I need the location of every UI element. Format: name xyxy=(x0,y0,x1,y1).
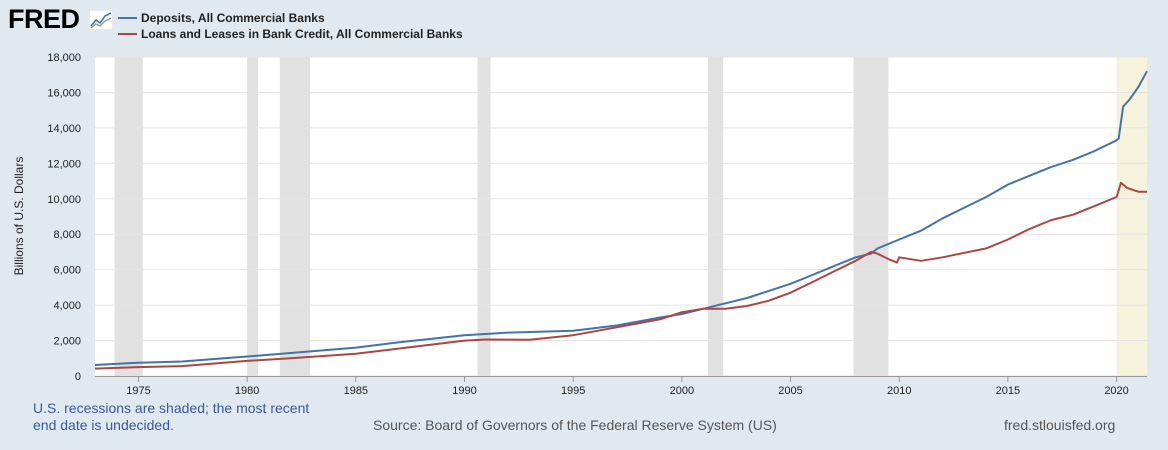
legend-swatch-loans xyxy=(118,32,137,35)
source-url-link[interactable]: fred.stlouisfed.org xyxy=(1004,417,1116,433)
y-tick-label-1: 2,000 xyxy=(53,336,81,348)
x-tick-label-0: 1975 xyxy=(126,385,150,397)
y-tick-label-4: 8,000 xyxy=(53,229,81,241)
plot-background xyxy=(95,57,1147,376)
recession-band-3 xyxy=(477,57,491,376)
recession-band-0 xyxy=(114,57,143,376)
series-line-deposits xyxy=(94,70,1148,366)
series-line-loans xyxy=(94,181,1147,370)
y-tick-label-5: 10,000 xyxy=(47,194,81,206)
y-tick-label-8: 16,000 xyxy=(47,87,81,99)
legend-item-loans[interactable]: Loans and Leases in Bank Credit, All Com… xyxy=(118,27,463,41)
y-tick-label-0: 0 xyxy=(75,371,81,383)
recession-shading xyxy=(114,57,1147,376)
chart-header: FRED Deposits, All Commercial Banks Loan… xyxy=(0,0,1168,50)
x-tick-label-3: 1990 xyxy=(452,385,476,397)
y-tick-label-7: 14,000 xyxy=(47,123,81,135)
x-tick-label-6: 2005 xyxy=(778,385,802,397)
y-axis-title: Billions of U.S. Dollars xyxy=(12,157,26,276)
x-tick-label-9: 2020 xyxy=(1104,385,1128,397)
x-tick-label-4: 1995 xyxy=(561,385,585,397)
recession-band-1 xyxy=(247,57,259,376)
recession-band-undecided xyxy=(1116,57,1147,376)
x-tick-label-8: 2015 xyxy=(996,385,1020,397)
recession-note: U.S. recessions are shaded; the most rec… xyxy=(33,400,310,433)
fred-logo[interactable]: FRED xyxy=(8,4,80,34)
x-tick-label-7: 2010 xyxy=(887,385,911,397)
recession-band-5 xyxy=(853,57,889,376)
y-tick-label-9: 18,000 xyxy=(47,52,81,64)
recession-band-2 xyxy=(279,57,311,376)
y-tick-label-3: 6,000 xyxy=(53,265,81,277)
legend-label-deposits: Deposits, All Commercial Banks xyxy=(141,11,325,25)
y-tick-label-2: 4,000 xyxy=(53,300,81,312)
y-tick-label-6: 12,000 xyxy=(47,158,81,170)
series-lines xyxy=(94,70,1148,370)
x-tick-label-5: 2000 xyxy=(670,385,694,397)
legend-swatch-deposits xyxy=(118,16,137,19)
source-text: Source: Board of Governors of the Federa… xyxy=(373,417,777,433)
legend-label-loans: Loans and Leases in Bank Credit, All Com… xyxy=(141,27,463,41)
legend-item-deposits[interactable]: Deposits, All Commercial Banks xyxy=(118,11,325,25)
x-tick-label-1: 1980 xyxy=(235,385,259,397)
recession-band-4 xyxy=(707,57,724,376)
axes: 0 2,000 4,000 6,000 8,000 10,000 12,000 14,000 1… xyxy=(47,52,1147,397)
fred-graph-icon xyxy=(89,10,113,30)
x-tick-label-2: 1985 xyxy=(344,385,368,397)
